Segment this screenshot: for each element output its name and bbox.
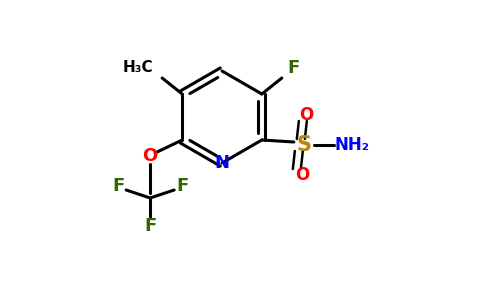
Text: F: F xyxy=(287,59,300,77)
Text: O: O xyxy=(299,106,313,124)
Text: S: S xyxy=(296,135,311,155)
Text: O: O xyxy=(142,147,158,165)
Text: O: O xyxy=(295,166,309,184)
Text: F: F xyxy=(176,177,188,195)
Text: NH₂: NH₂ xyxy=(334,136,369,154)
Text: F: F xyxy=(144,217,156,235)
Text: H₃C: H₃C xyxy=(123,61,153,76)
Text: F: F xyxy=(112,177,124,195)
Text: N: N xyxy=(214,154,229,172)
